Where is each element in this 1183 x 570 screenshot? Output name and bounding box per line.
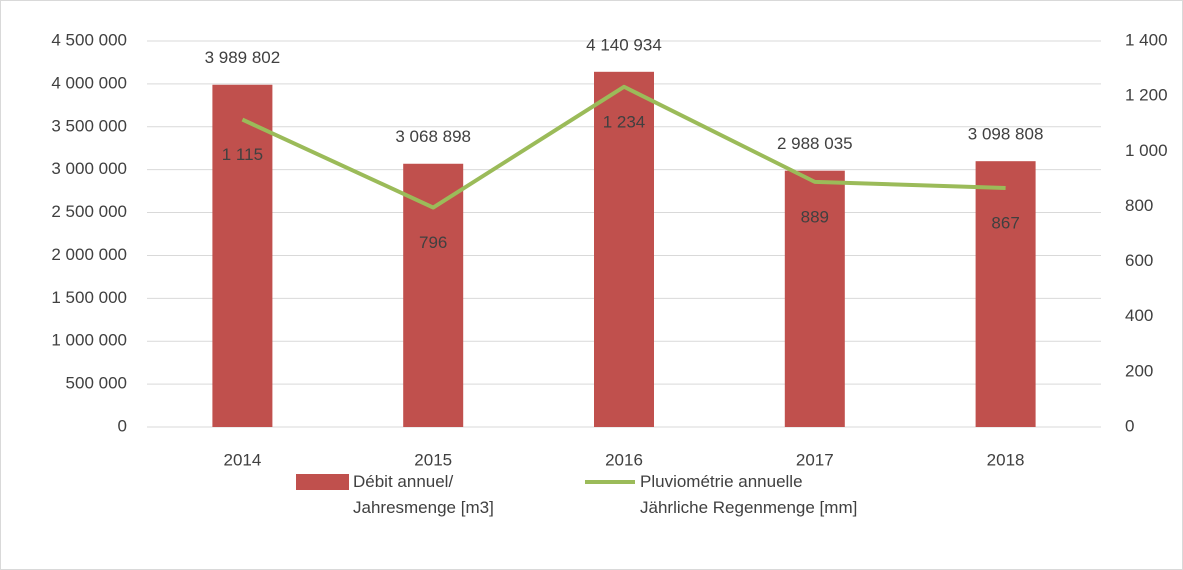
x-tick-label: 2018: [987, 450, 1025, 469]
y2-tick-label: 1 200: [1125, 86, 1168, 105]
x-tick-label: 2014: [223, 450, 261, 469]
y-tick-label: 2 000 000: [51, 245, 127, 264]
bar-value-label: 3 068 898: [395, 127, 471, 146]
legend-label: Pluviométrie annuelle Jährliche Regenmen…: [640, 472, 858, 517]
y-tick-label: 3 000 000: [51, 159, 127, 178]
y-tick-label: 2 500 000: [51, 202, 127, 221]
y2-tick-label: 200: [1125, 361, 1153, 380]
bar-value-label: 3 989 802: [205, 48, 281, 67]
line-value-label: 889: [801, 207, 829, 226]
y2-tick-label: 0: [1125, 416, 1134, 435]
line: [241, 84, 1006, 210]
y2-tick-label: 1 000: [1125, 141, 1168, 160]
x-tick-label: 2016: [605, 450, 643, 469]
bar-value-label: 3 098 808: [968, 125, 1044, 144]
legend-swatch: [296, 474, 349, 490]
line-value-label: 796: [419, 233, 447, 252]
bar-value-label: 4 140 934: [586, 35, 662, 54]
line-value-label: 867: [991, 213, 1019, 232]
x-tick-label: 2015: [414, 450, 452, 469]
bar: [784, 170, 845, 427]
bar: [212, 84, 273, 428]
y-tick-label: 1 500 000: [51, 288, 127, 307]
y-tick-label: 4 000 000: [51, 73, 127, 92]
y-tick-label: 0: [118, 416, 127, 435]
y-tick-label: 1 000 000: [51, 331, 127, 350]
line-value-label: 1 234: [603, 112, 646, 131]
bar: [594, 71, 654, 428]
bar: [975, 161, 1036, 427]
y-tick-label: 500 000: [66, 374, 127, 393]
y2-tick-label: 400: [1125, 306, 1153, 325]
y-tick-label: 3 500 000: [51, 116, 127, 135]
line-value-label: 1 115: [222, 145, 263, 164]
bar: [403, 163, 464, 427]
y2-tick-label: 1 400: [1125, 30, 1168, 49]
y2-tick-label: 600: [1125, 251, 1153, 270]
y2-tick-label: 800: [1125, 196, 1153, 215]
y-tick-label: 4 500 000: [51, 30, 127, 49]
x-tick-label: 2017: [796, 450, 834, 469]
bar-value-label: 2 988 035: [777, 134, 853, 153]
legend-label: Débit annuel/ Jahresmenge [m3]: [353, 472, 494, 517]
